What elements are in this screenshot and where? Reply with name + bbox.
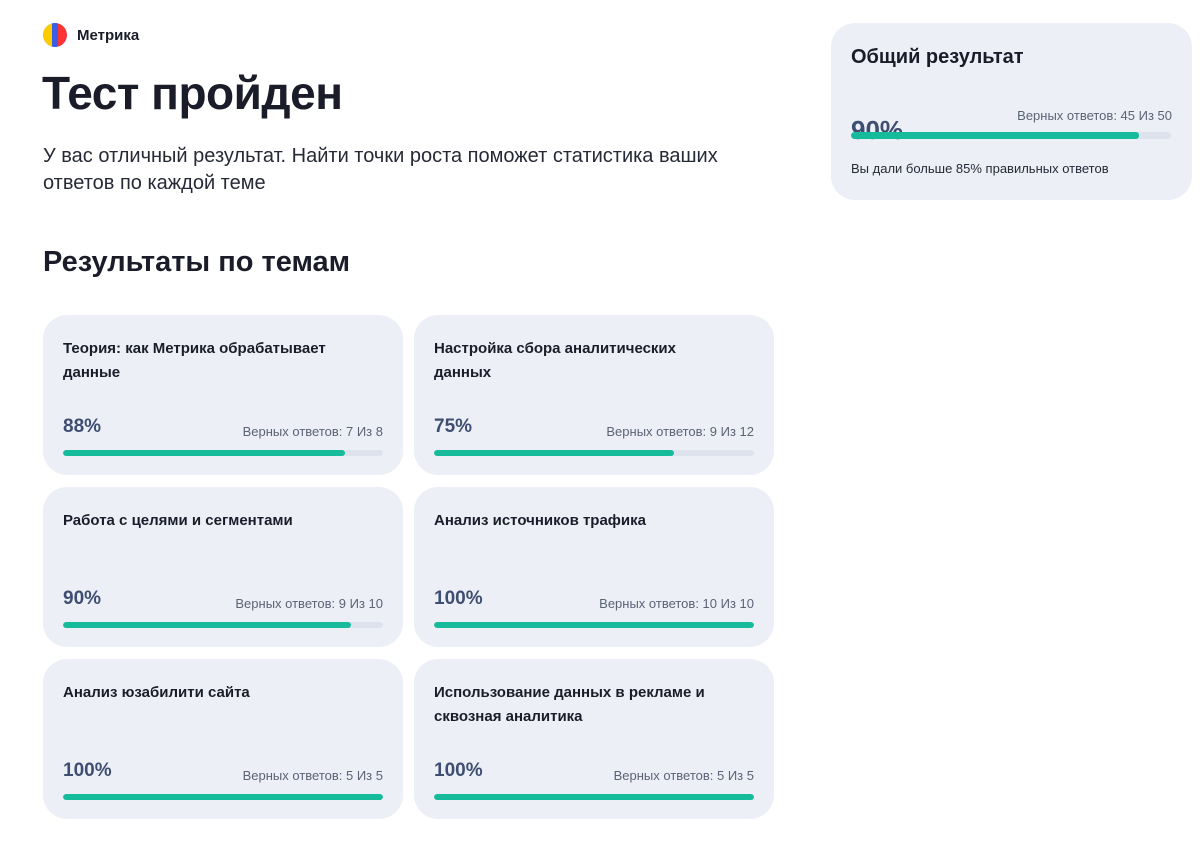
topic-progress-bar	[63, 794, 383, 800]
topic-progress-fill	[434, 794, 754, 800]
topic-card: Использование данных в рекламе и сквозна…	[414, 659, 774, 819]
brand-name: Метрика	[77, 26, 140, 44]
topic-percent: 90%	[63, 588, 102, 609]
topic-progress-fill	[434, 622, 754, 628]
topic-card: Анализ юзабилити сайта 100% Верных ответ…	[43, 659, 403, 819]
brand[interactable]: Метрика	[43, 23, 139, 47]
overall-result-note: Вы дали больше 85% правильных ответов	[851, 161, 1109, 176]
topic-progress-bar	[434, 450, 754, 456]
topic-title: Анализ юзабилити сайта	[63, 684, 250, 701]
topic-card: Теория: как Метрика обрабатывает данные …	[43, 315, 403, 475]
topic-percent: 100%	[434, 760, 483, 781]
overall-correct-count: Верных ответов: 45 Из 50	[1017, 108, 1172, 123]
topic-progress-bar	[63, 622, 383, 628]
topic-title: Работа с целями и сегментами	[63, 512, 293, 529]
topic-progress-fill	[434, 450, 674, 456]
yandex-metrica-logo-icon	[43, 23, 67, 47]
topic-progress-bar	[434, 794, 754, 800]
overall-progress-fill	[851, 132, 1139, 139]
topic-progress-fill	[63, 450, 345, 456]
topic-progress-fill	[63, 622, 351, 628]
topic-title: Использование данных в рекламе и сквозна…	[434, 684, 705, 725]
topic-card: Анализ источников трафика 100% Верных от…	[414, 487, 774, 647]
topic-percent: 100%	[434, 588, 483, 609]
topic-title: Анализ источников трафика	[434, 512, 647, 529]
topic-percent: 100%	[63, 760, 112, 781]
topic-progress-fill	[63, 794, 383, 800]
overall-progress-bar	[851, 132, 1171, 139]
topic-correct-count: Верных ответов: 9 Из 10	[235, 596, 383, 611]
topic-card: Настройка сбора аналитических данных 75%…	[414, 315, 774, 475]
topic-correct-count: Верных ответов: 7 Из 8	[242, 424, 383, 439]
overall-result-card: Общий результат 90% Верных ответов: 45 И…	[831, 23, 1192, 200]
topic-correct-count: Верных ответов: 10 Из 10	[599, 596, 754, 611]
topic-percent: 75%	[434, 416, 473, 437]
topic-correct-count: Верных ответов: 9 Из 12	[606, 424, 754, 439]
page-title: Тест пройден	[42, 67, 343, 119]
topic-card: Работа с целями и сегментами 90% Верных …	[43, 487, 403, 647]
overall-percent: 90%	[851, 115, 904, 145]
page-subtitle: У вас отличный результат. Найти точки ро…	[43, 145, 718, 194]
topic-correct-count: Верных ответов: 5 Из 5	[613, 768, 754, 783]
topic-progress-bar	[434, 622, 754, 628]
topic-correct-count: Верных ответов: 5 Из 5	[242, 768, 383, 783]
overall-result-title: Общий результат	[851, 46, 1024, 68]
topic-title: Теория: как Метрика обрабатывает данные	[63, 340, 326, 381]
topic-title: Настройка сбора аналитических данных	[434, 340, 676, 381]
topics-section-title: Результаты по темам	[43, 246, 351, 278]
topic-progress-bar	[63, 450, 383, 456]
topic-percent: 88%	[63, 416, 102, 437]
